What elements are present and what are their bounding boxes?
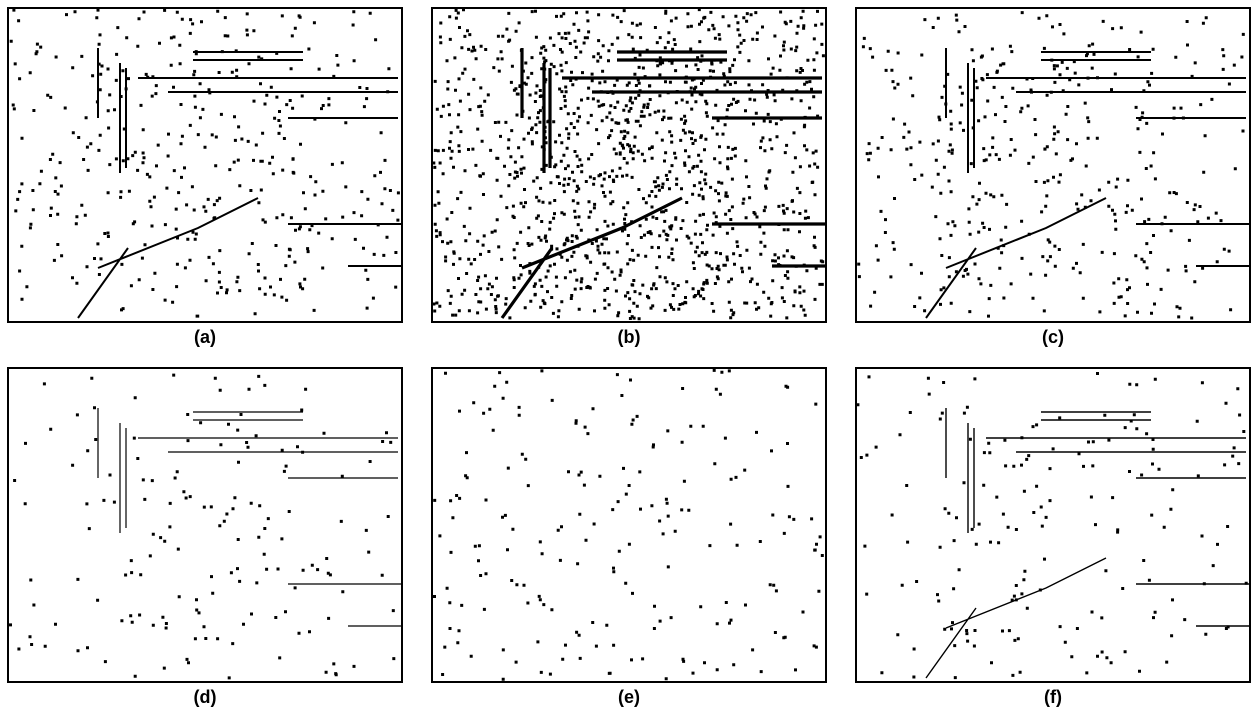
panel-label: (f) xyxy=(1044,687,1062,707)
image-noise xyxy=(433,369,824,681)
image-noise xyxy=(10,9,400,318)
image-edges xyxy=(926,408,1250,678)
panel-border xyxy=(432,368,826,682)
panel-border xyxy=(8,8,402,322)
panel-label: (b) xyxy=(618,327,641,347)
image-edges xyxy=(78,48,402,318)
image-edges xyxy=(926,48,1250,318)
panel-border xyxy=(856,8,1250,322)
panel-border xyxy=(8,368,402,682)
figure: (a) (b) (c) (d) (e) (f) xyxy=(0,0,1252,713)
panel-border xyxy=(856,368,1250,682)
image-noise xyxy=(856,372,1247,679)
image-noise xyxy=(857,11,1245,319)
panel-border xyxy=(432,8,826,322)
panel-label: (d) xyxy=(194,687,217,707)
image-noise xyxy=(432,8,825,320)
panel-label: (c) xyxy=(1042,327,1064,347)
image-edges xyxy=(98,408,402,626)
panel-label: (e) xyxy=(618,687,640,707)
panel-label: (a) xyxy=(194,327,216,347)
